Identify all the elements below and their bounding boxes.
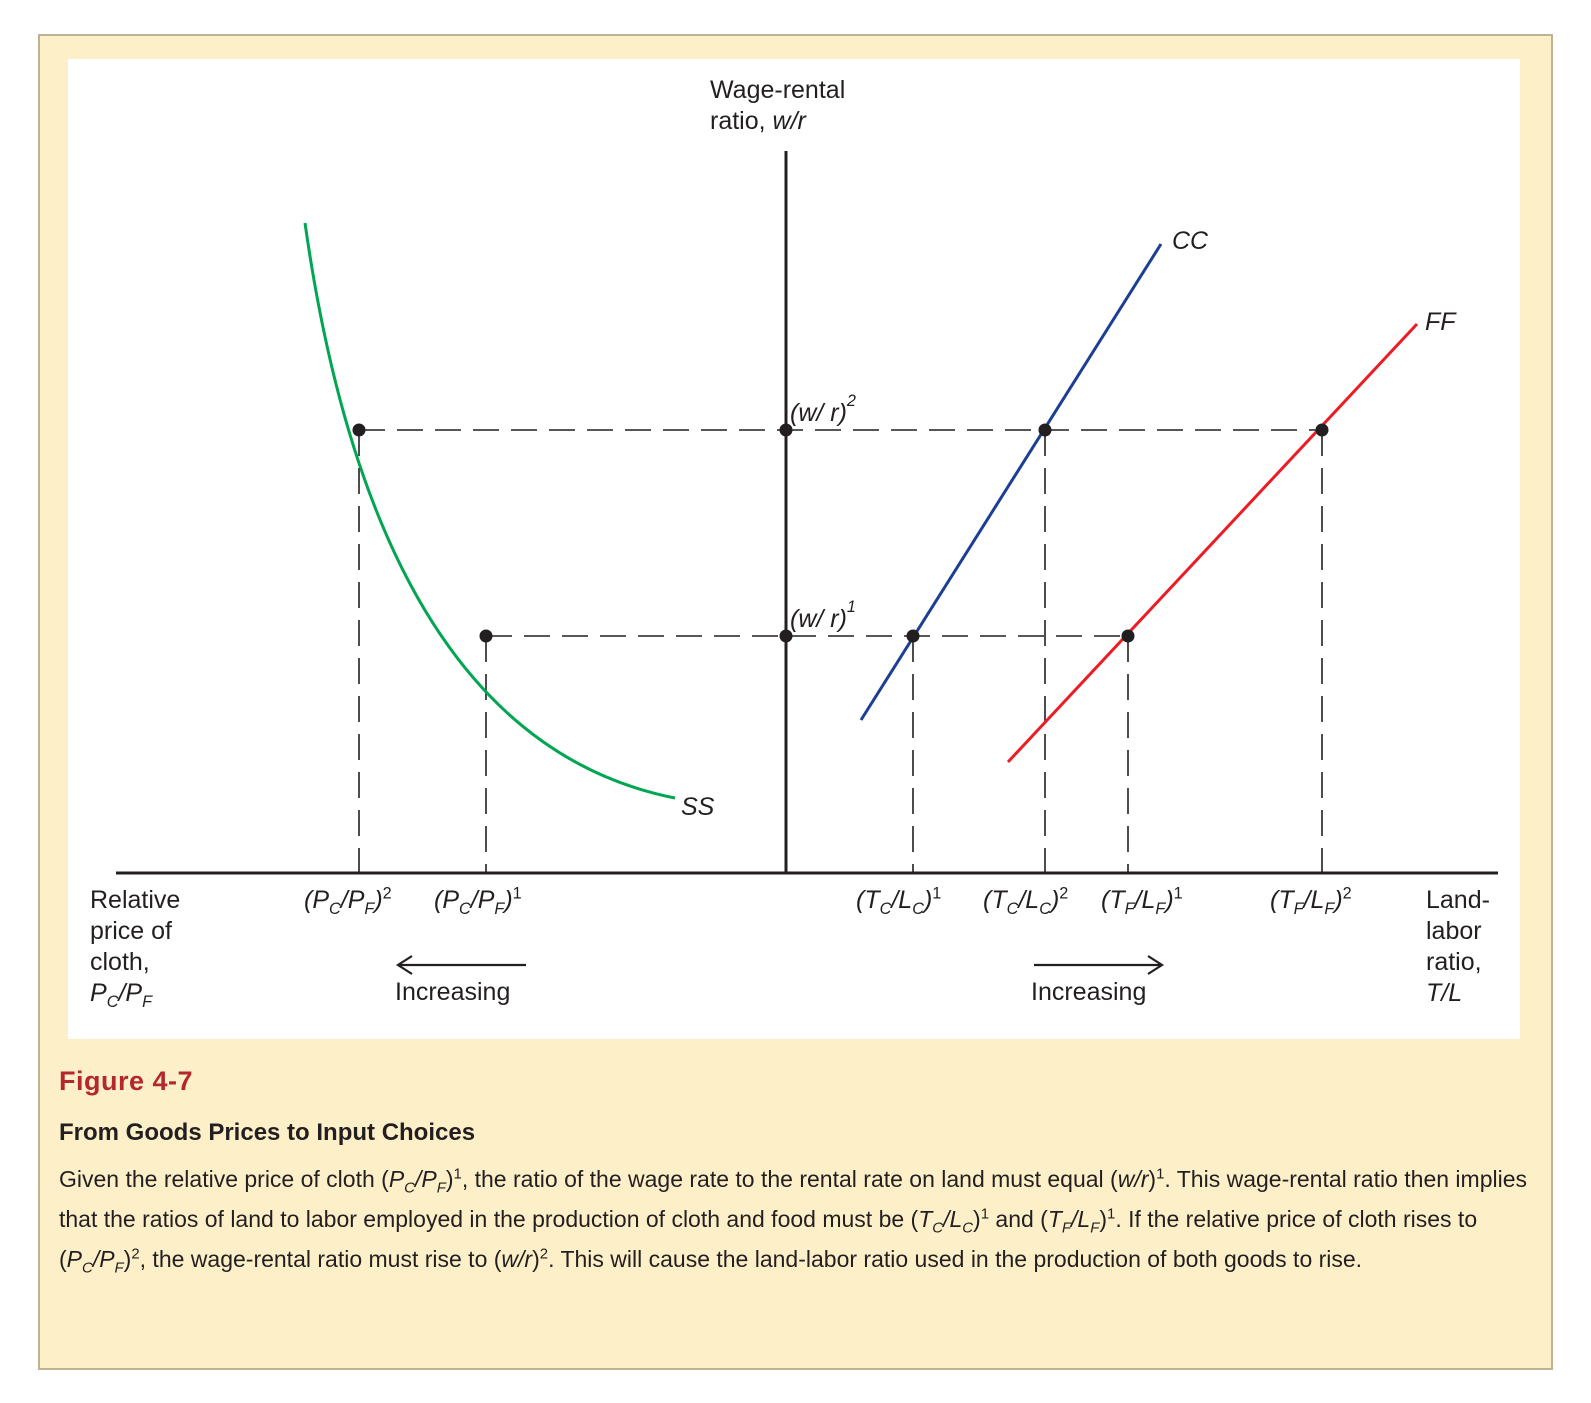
- point-cc-2: [1038, 423, 1052, 437]
- wr2-label-base: (w/ r): [790, 399, 847, 427]
- right-axis-title-line2: labor: [1426, 917, 1482, 945]
- point-cc-1: [906, 629, 920, 643]
- left-axis-title-line3: cloth,: [90, 948, 150, 976]
- y-axis-title-text: ratio,: [710, 107, 773, 135]
- left-arrowhead: [395, 955, 413, 975]
- y-axis-title-line2: ratio, w/r: [710, 106, 845, 137]
- figure-frame: Wage-rental ratio, w/r (w/ r)2 (w/ r)1 S…: [38, 34, 1553, 1370]
- tick-tf-lf-1-sup: 1: [1173, 884, 1183, 903]
- tick-tc-lc-2-sup: 2: [1059, 884, 1069, 903]
- tick-tf-lf-1: (TF/LF)1: [1101, 884, 1183, 918]
- tick-tc-lc-1-sup: 1: [932, 884, 942, 903]
- ss-label: SS: [681, 793, 715, 821]
- y-axis-title-var: w/r: [772, 107, 806, 135]
- left-axis-title-line1: Relative: [90, 886, 181, 914]
- point-ff-1: [1121, 629, 1135, 643]
- right-axis-title-line3: ratio,: [1426, 948, 1482, 976]
- left-axis-title: Relative price of cloth, PC/PF: [90, 885, 181, 1011]
- right-arrowhead: [1147, 955, 1165, 975]
- wr1-label-base: (w/ r): [790, 605, 847, 633]
- tick-tc-lc-2: (TC/LC)2: [983, 884, 1069, 918]
- increasing-left-label: Increasing: [395, 978, 511, 1006]
- point-ss-2: [352, 423, 366, 437]
- right-axis-title: Land- labor ratio, T/L: [1426, 885, 1490, 1009]
- left-axis-title-line2: price of: [90, 917, 172, 945]
- ss-curve: [303, 222, 676, 800]
- ff-line: [1006, 322, 1419, 764]
- wr2-label-sup: 2: [846, 391, 856, 410]
- figure-number: Figure 4-7: [59, 1066, 194, 1096]
- ff-label: FF: [1425, 308, 1456, 336]
- cc-line: [859, 243, 1163, 721]
- figure-text: Given the relative price of cloth (PC/PF…: [59, 1165, 1528, 1277]
- y-axis-title-line1: Wage-rental: [710, 76, 846, 104]
- cc-label: CC: [1172, 227, 1209, 255]
- right-axis-title-line1: Land-: [1426, 886, 1490, 914]
- wr1-label-sup: 1: [846, 597, 856, 616]
- figure-caption: Figure 4-7 From Goods Prices to Input Ch…: [59, 1066, 1539, 1279]
- point-ff-2: [1315, 423, 1329, 437]
- tick-tf-lf-2: (TF/LF)2: [1270, 884, 1352, 918]
- increasing-right-label: Increasing: [1031, 978, 1147, 1006]
- figure-title: From Goods Prices to Input Choices: [59, 1119, 476, 1146]
- left-axis-title-var: PC/PF: [90, 979, 152, 1011]
- wr1-label: (w/ r)1: [790, 599, 856, 635]
- tick-tc-lc-1: (TC/LC)1: [856, 884, 942, 918]
- point-axis-wr2: [779, 423, 793, 437]
- wr2-label: (w/ r)2: [790, 393, 856, 429]
- diagram-svg: [116, 151, 1498, 975]
- y-axis-title: Wage-rental ratio, w/r: [710, 75, 845, 137]
- tick-pc-pf-1: (PC/PF)1: [434, 884, 522, 918]
- diagram-panel: Wage-rental ratio, w/r (w/ r)2 (w/ r)1 S…: [68, 59, 1520, 1039]
- tick-pc-pf-2-sup: 2: [382, 884, 392, 903]
- tick-pc-pf-1-sup: 1: [512, 884, 522, 903]
- tick-pc-pf-2: (PC/PF)2: [304, 884, 392, 918]
- point-ss-1: [479, 629, 493, 643]
- tick-tf-lf-2-sup: 2: [1342, 884, 1352, 903]
- right-axis-title-var: T/L: [1426, 979, 1463, 1007]
- point-axis-wr1: [779, 629, 793, 643]
